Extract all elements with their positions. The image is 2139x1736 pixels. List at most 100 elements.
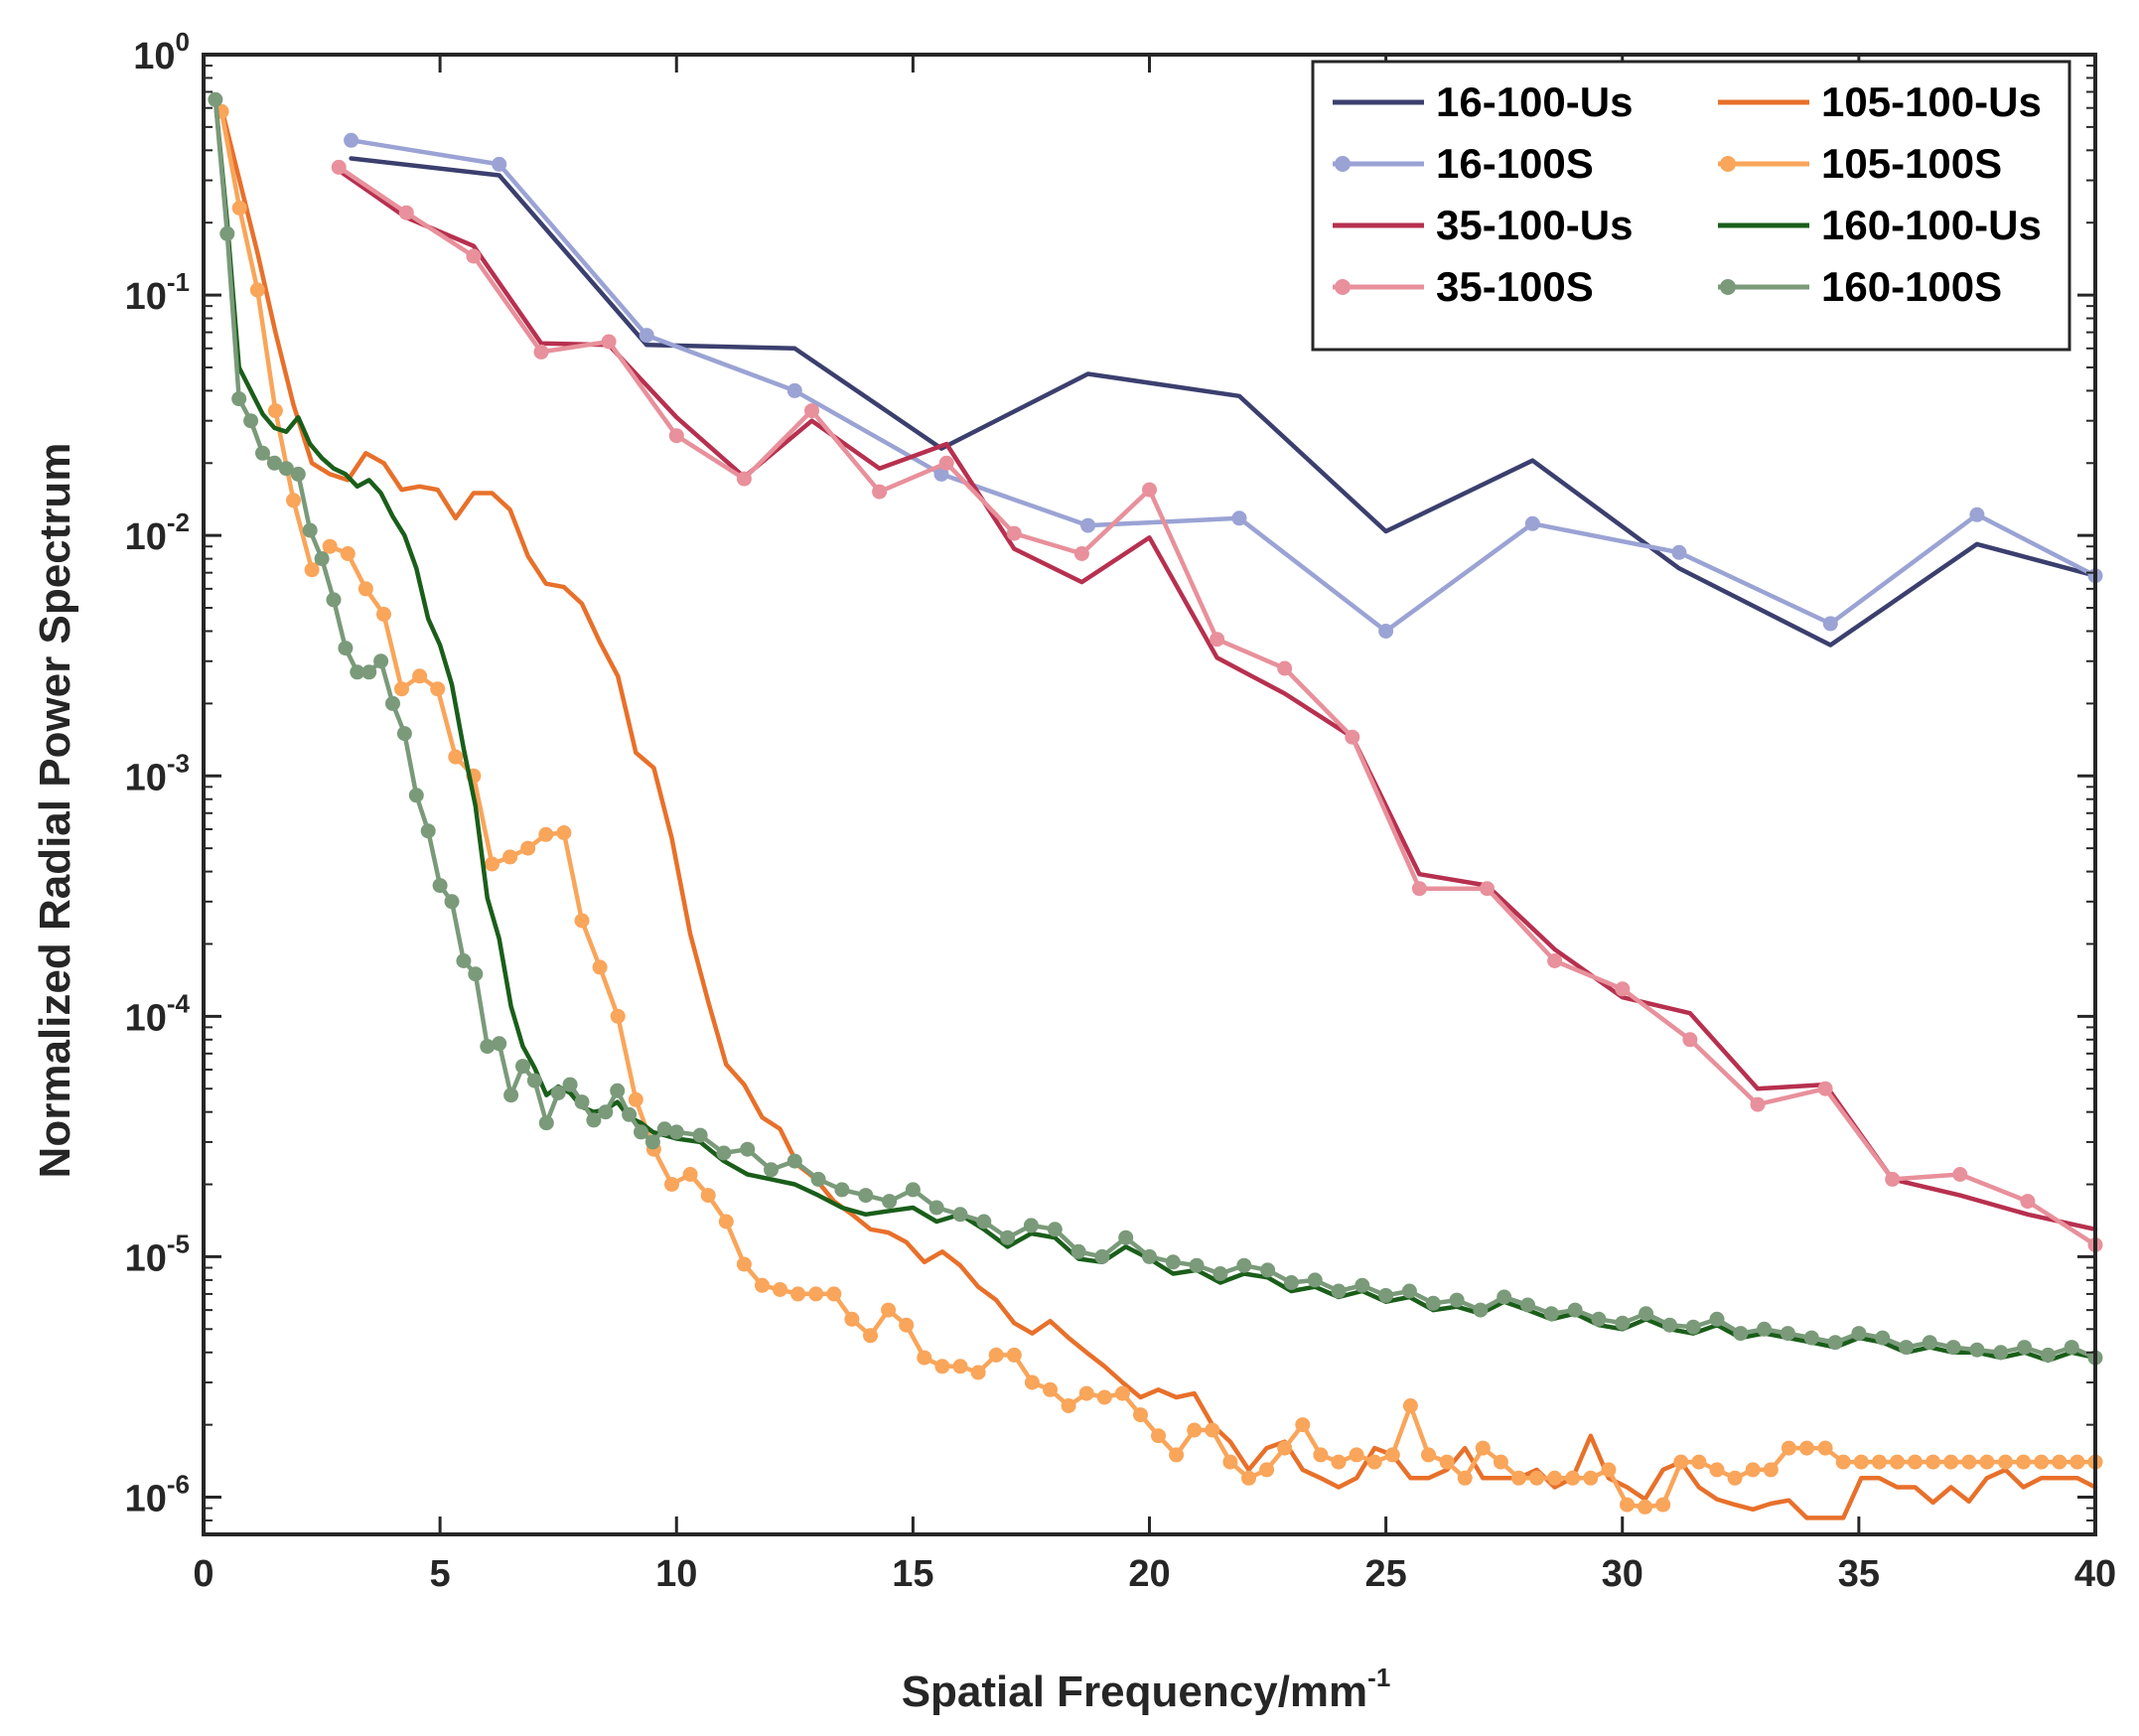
data-point-160-100S-63 bbox=[1236, 1257, 1252, 1273]
data-point-105-100S-92 bbox=[1871, 1454, 1887, 1470]
data-point-105-100S-53 bbox=[1169, 1447, 1185, 1463]
data-point-35-100S-12 bbox=[1142, 482, 1157, 498]
series-35-100S bbox=[331, 159, 2103, 1252]
data-point-105-100S-21 bbox=[592, 959, 608, 975]
data-point-160-100S-72 bbox=[1449, 1292, 1465, 1308]
data-point-105-100S-84 bbox=[1727, 1470, 1743, 1486]
x-axis-title-superscript: -1 bbox=[1367, 1663, 1390, 1692]
data-point-160-100S-52 bbox=[976, 1214, 992, 1230]
data-point-105-100S-72 bbox=[1511, 1470, 1526, 1486]
y-tick-base: 10 bbox=[125, 276, 167, 318]
data-point-160-100S-11 bbox=[338, 641, 354, 656]
data-point-160-100S-39 bbox=[668, 1124, 684, 1140]
data-point-105-100S-83 bbox=[1709, 1462, 1725, 1478]
legend-item-16-100S: 16-100S bbox=[1333, 140, 1594, 187]
data-point-160-100S-71 bbox=[1425, 1295, 1441, 1311]
data-point-105-100S-71 bbox=[1493, 1454, 1508, 1470]
data-point-105-100S-101 bbox=[2034, 1454, 2050, 1470]
ticks-layer: 0 5 10 15 20 25 30 35 4010010-110-210-310-410-51… bbox=[125, 27, 2117, 1595]
data-point-105-100S-98 bbox=[1979, 1454, 1995, 1470]
data-point-35-100S-13 bbox=[1210, 632, 1225, 648]
data-point-160-100S-53 bbox=[1000, 1230, 1016, 1245]
data-point-160-100S-67 bbox=[1331, 1283, 1347, 1299]
data-point-35-100S-6 bbox=[736, 471, 752, 487]
x-tick-label-5: 5 bbox=[430, 1553, 451, 1595]
series-line-160-100-Us bbox=[213, 97, 2098, 1364]
data-point-160-100S-37 bbox=[644, 1134, 660, 1150]
data-point-105-100S-37 bbox=[881, 1302, 897, 1318]
data-point-105-100S-88 bbox=[1799, 1440, 1814, 1456]
data-point-105-100S-8 bbox=[357, 581, 373, 597]
data-point-160-100S-97 bbox=[2040, 1347, 2056, 1363]
x-tick-label-20: 20 bbox=[1128, 1553, 1170, 1595]
data-point-105-100S-29 bbox=[736, 1256, 752, 1272]
series-line-105-100-Us bbox=[218, 105, 2098, 1520]
data-point-160-100S-14 bbox=[373, 653, 389, 669]
data-point-160-100S-87 bbox=[1803, 1330, 1819, 1346]
data-point-105-100S-61 bbox=[1313, 1447, 1329, 1463]
data-point-16-100S-10 bbox=[1822, 616, 1838, 632]
data-point-160-100S-16 bbox=[396, 726, 412, 742]
data-point-160-100S-92 bbox=[1922, 1335, 1937, 1351]
series-line-160-100S bbox=[213, 97, 2098, 1361]
data-point-35-100S-16 bbox=[1411, 881, 1427, 897]
data-point-105-100S-16 bbox=[502, 849, 518, 865]
data-point-160-100S-17 bbox=[408, 788, 424, 803]
data-point-35-100S-19 bbox=[1615, 981, 1631, 997]
data-point-105-100S-95 bbox=[1925, 1454, 1941, 1470]
y-tick-exponent: 0 bbox=[176, 27, 190, 57]
data-point-160-100S-42 bbox=[740, 1141, 756, 1157]
y-tick-base: 10 bbox=[125, 516, 167, 558]
data-point-105-100S-30 bbox=[755, 1277, 770, 1293]
y-tick-base: 10 bbox=[133, 36, 175, 77]
y-tick-label--2: 10-2 bbox=[125, 507, 190, 558]
data-point-160-100S-27 bbox=[526, 1073, 542, 1088]
y-tick-label--5: 10-5 bbox=[125, 1229, 190, 1279]
legend-box bbox=[1311, 60, 2071, 352]
data-point-160-100S-47 bbox=[858, 1188, 874, 1204]
data-point-35-100S-11 bbox=[1073, 546, 1089, 561]
legend-label: 16-100-Us bbox=[1436, 78, 1633, 125]
data-point-35-100S-3 bbox=[533, 344, 549, 360]
data-point-160-100S-88 bbox=[1827, 1335, 1843, 1351]
data-point-160-100S-21 bbox=[456, 953, 472, 968]
data-point-160-100S-95 bbox=[1993, 1345, 2009, 1361]
data-point-35-100S-7 bbox=[804, 403, 819, 419]
data-point-160-100S-41 bbox=[716, 1145, 732, 1161]
data-point-160-100S-98 bbox=[2064, 1340, 2079, 1356]
data-point-160-100S-66 bbox=[1307, 1272, 1323, 1288]
data-point-105-100S-33 bbox=[808, 1286, 824, 1302]
data-point-160-100S-93 bbox=[1945, 1340, 1961, 1356]
legend: 16-100-Us 16-100S 35-100-Us 35-100S 105-100-… bbox=[1311, 60, 2071, 352]
data-point-105-100S-25 bbox=[664, 1177, 679, 1192]
y-tick-exponent: -4 bbox=[167, 988, 191, 1018]
data-point-35-100S-23 bbox=[1885, 1171, 1901, 1187]
data-point-160-100S-45 bbox=[810, 1171, 826, 1187]
data-point-35-100S-21 bbox=[1750, 1096, 1766, 1112]
data-point-35-100S-14 bbox=[1277, 660, 1293, 676]
y-tick-base: 10 bbox=[125, 757, 167, 798]
data-point-105-100S-59 bbox=[1277, 1440, 1293, 1456]
y-tick-label--6: 10-6 bbox=[125, 1470, 190, 1520]
data-point-105-100S-75 bbox=[1565, 1470, 1581, 1486]
data-point-35-100S-4 bbox=[601, 334, 617, 350]
data-point-105-100S-41 bbox=[952, 1359, 968, 1374]
data-point-160-100S-94 bbox=[1969, 1342, 1985, 1358]
data-point-105-100S-45 bbox=[1024, 1374, 1040, 1390]
data-point-160-100S-68 bbox=[1355, 1277, 1370, 1293]
data-point-160-100S-83 bbox=[1709, 1311, 1725, 1327]
data-point-160-100S-20 bbox=[444, 894, 460, 910]
x-tick-label-30: 30 bbox=[1602, 1553, 1643, 1595]
data-point-160-100S-54 bbox=[1023, 1218, 1039, 1233]
data-point-105-100S-93 bbox=[1890, 1454, 1905, 1470]
data-point-105-100S-40 bbox=[934, 1359, 950, 1374]
data-point-105-100S-90 bbox=[1835, 1454, 1851, 1470]
legend-swatch-marker bbox=[1720, 279, 1736, 295]
data-point-160-100S-38 bbox=[656, 1121, 672, 1137]
data-point-160-100S-58 bbox=[1118, 1230, 1134, 1245]
data-point-105-100S-60 bbox=[1295, 1417, 1311, 1433]
data-point-105-100S-36 bbox=[863, 1328, 878, 1344]
data-point-105-100S-69 bbox=[1457, 1470, 1473, 1486]
legend-label: 105-100-Us bbox=[1821, 78, 2042, 125]
data-point-160-100S-10 bbox=[326, 592, 342, 608]
